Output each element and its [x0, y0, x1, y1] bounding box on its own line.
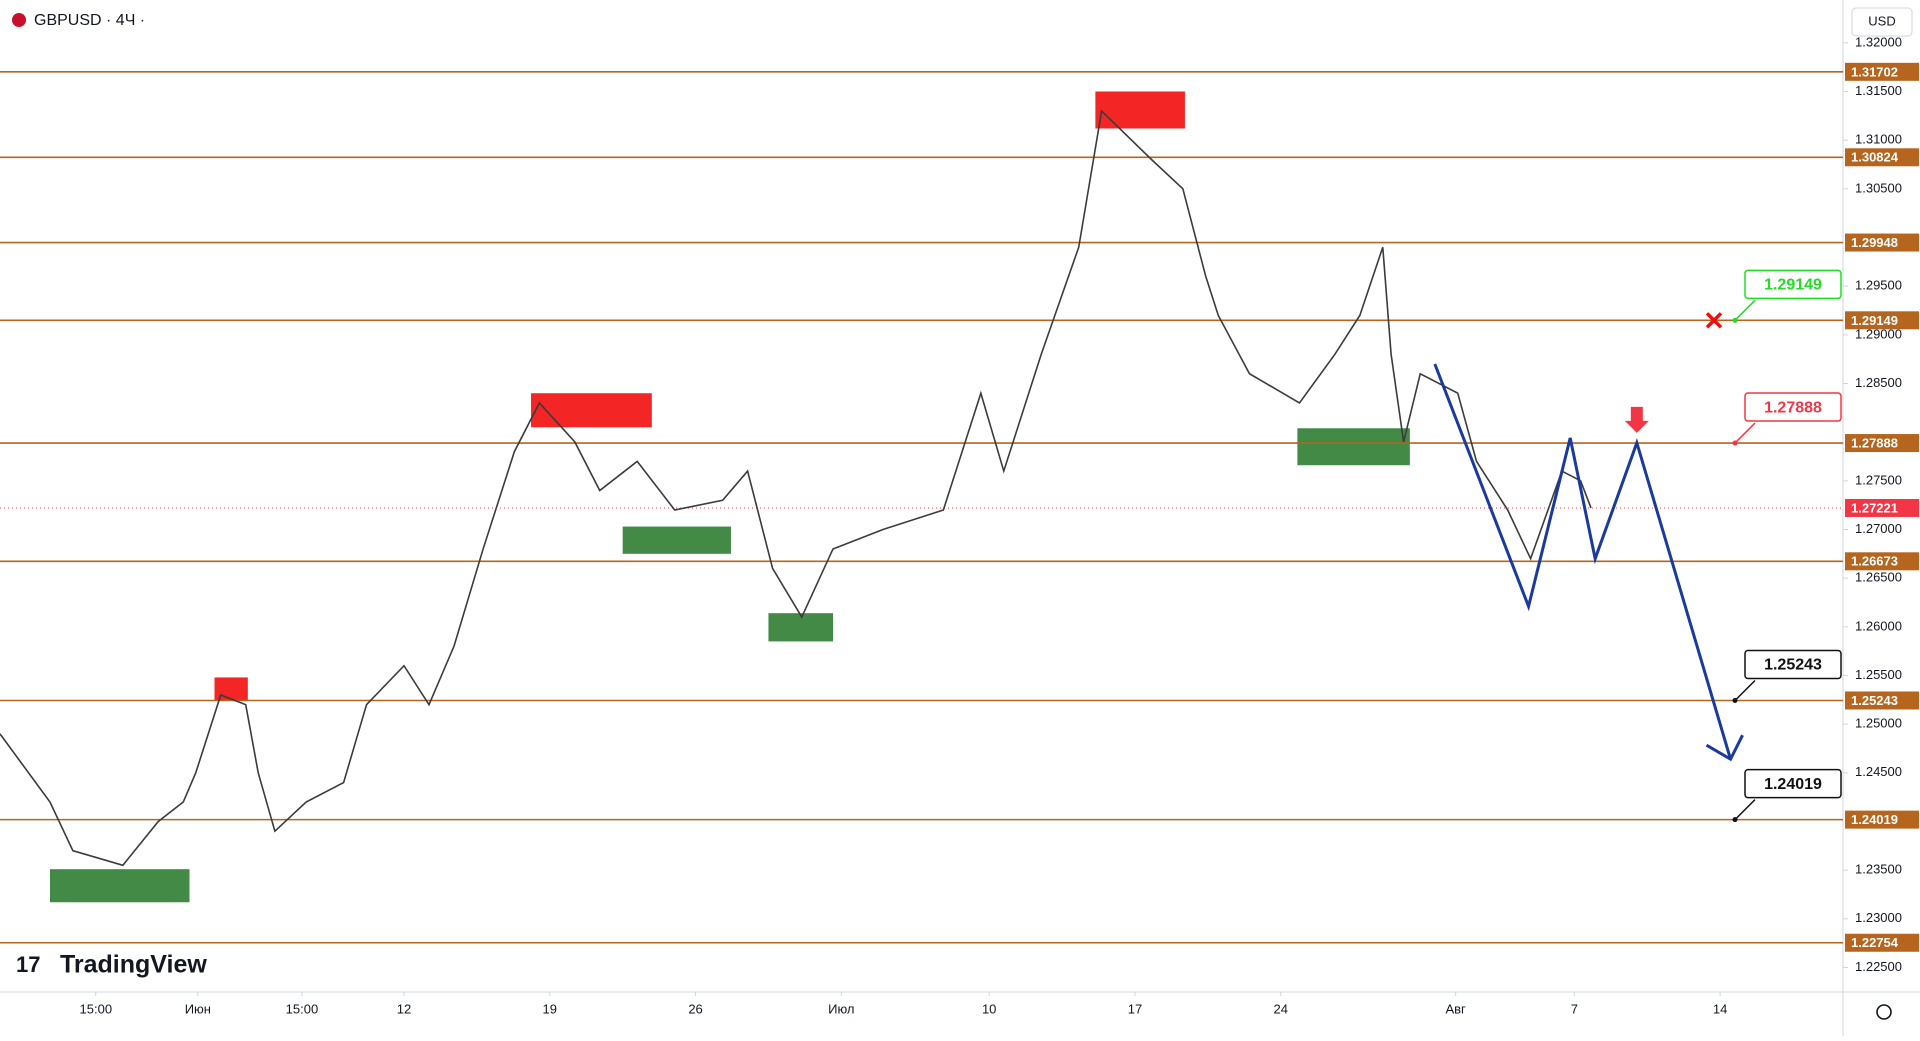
- level-tag: [1845, 434, 1919, 453]
- zone: [1095, 91, 1185, 129]
- y-tick-label: 1.29500: [1855, 278, 1902, 293]
- y-tick-label: 1.23000: [1855, 910, 1902, 925]
- level-label: 1.30824: [1851, 150, 1899, 165]
- zone: [622, 526, 731, 554]
- level-label: 1.29948: [1851, 235, 1898, 250]
- callout-box: [1744, 649, 1842, 680]
- x-tick-label: 26: [688, 1001, 702, 1016]
- projection-arrowhead: [1705, 734, 1744, 762]
- projection-path: [1433, 363, 1732, 760]
- logo-mark: 17: [16, 952, 40, 977]
- callout-box: [1744, 269, 1842, 300]
- level-label: 1.24019: [1851, 812, 1898, 827]
- level-tag: [1845, 62, 1919, 81]
- level-tag: [1845, 552, 1919, 571]
- zone: [49, 869, 190, 903]
- y-tick-label: 1.26000: [1855, 618, 1902, 633]
- cancel-mark: [1705, 312, 1723, 329]
- callout-label: 1.27888: [1764, 399, 1822, 416]
- level-tag: [1845, 933, 1919, 952]
- level-label: 1.26673: [1851, 554, 1898, 569]
- y-tick-label: 1.31500: [1855, 83, 1902, 98]
- x-tick-label: Июн: [185, 1001, 211, 1016]
- level-label: 1.27888: [1851, 435, 1898, 450]
- y-tick-label: 1.31000: [1855, 132, 1902, 147]
- level-tag: [1845, 691, 1919, 710]
- level-label: 1.25243: [1851, 693, 1898, 708]
- y-tick-label: 1.25000: [1855, 716, 1902, 731]
- symbol-flag: [12, 13, 26, 27]
- callout-box: [1744, 392, 1842, 422]
- level-tag: [1845, 233, 1919, 252]
- currency-button[interactable]: [1851, 7, 1913, 37]
- x-tick-label: 10: [982, 1001, 996, 1016]
- zone: [768, 613, 833, 642]
- callout-point: [1732, 317, 1738, 323]
- y-tick-label: 1.28500: [1855, 375, 1902, 390]
- y-tick-label: 1.32000: [1855, 34, 1902, 49]
- y-tick-label: 1.22500: [1855, 959, 1902, 974]
- callout-leader: [1734, 422, 1756, 444]
- callout-point: [1732, 817, 1738, 823]
- x-tick-label: Авг: [1445, 1001, 1466, 1016]
- y-tick-label: 1.27000: [1855, 521, 1902, 536]
- level-label: 1.31702: [1851, 64, 1898, 79]
- x-tick-label: 19: [543, 1001, 557, 1016]
- y-tick-label: 1.27500: [1855, 472, 1902, 487]
- callout-leader: [1734, 799, 1756, 821]
- current-price-tag: [1845, 498, 1919, 517]
- level-label: 1.29149: [1851, 313, 1898, 328]
- x-tick-label: 7: [1571, 1001, 1578, 1016]
- y-tick-label: 1.25500: [1855, 667, 1902, 682]
- x-tick-label: 15:00: [80, 1001, 113, 1016]
- callout-label: 1.25243: [1764, 657, 1822, 674]
- callout-label: 1.24019: [1764, 776, 1822, 793]
- signal-arrow: [1624, 406, 1649, 433]
- price-line: [0, 109, 1592, 867]
- level-tag: [1845, 148, 1919, 167]
- level-label: 1.22754: [1851, 935, 1899, 950]
- x-tick-label: 12: [397, 1001, 411, 1016]
- level-tag: [1845, 810, 1919, 829]
- callout-point: [1732, 440, 1738, 446]
- currency-label[interactable]: USD: [1868, 13, 1895, 28]
- zone: [531, 393, 652, 428]
- callout-box: [1744, 768, 1842, 799]
- zone: [1297, 428, 1410, 466]
- callout-leader: [1734, 679, 1756, 702]
- current-price-label: 1.27221: [1851, 500, 1898, 515]
- symbol-title[interactable]: GBPUSD · 4Ч ·: [34, 12, 145, 29]
- x-tick-label: 14: [1713, 1001, 1727, 1016]
- settings-icon[interactable]: [1876, 1004, 1892, 1020]
- x-tick-label: 24: [1273, 1001, 1287, 1016]
- brand[interactable]: TradingView: [60, 951, 207, 979]
- y-tick-label: 1.26500: [1855, 570, 1902, 585]
- y-tick-label: 1.24500: [1855, 764, 1902, 779]
- level-tag: [1845, 311, 1919, 330]
- callout-point: [1732, 697, 1738, 703]
- y-tick-label: 1.30500: [1855, 180, 1902, 195]
- y-tick-label: 1.23500: [1855, 862, 1902, 877]
- callout-label: 1.29149: [1764, 277, 1822, 294]
- x-tick-label: 17: [1128, 1001, 1142, 1016]
- y-tick-label: 1.29000: [1855, 326, 1902, 341]
- callout-leader: [1734, 299, 1756, 321]
- x-tick-label: Июл: [828, 1001, 854, 1016]
- x-tick-label: 15:00: [286, 1001, 319, 1016]
